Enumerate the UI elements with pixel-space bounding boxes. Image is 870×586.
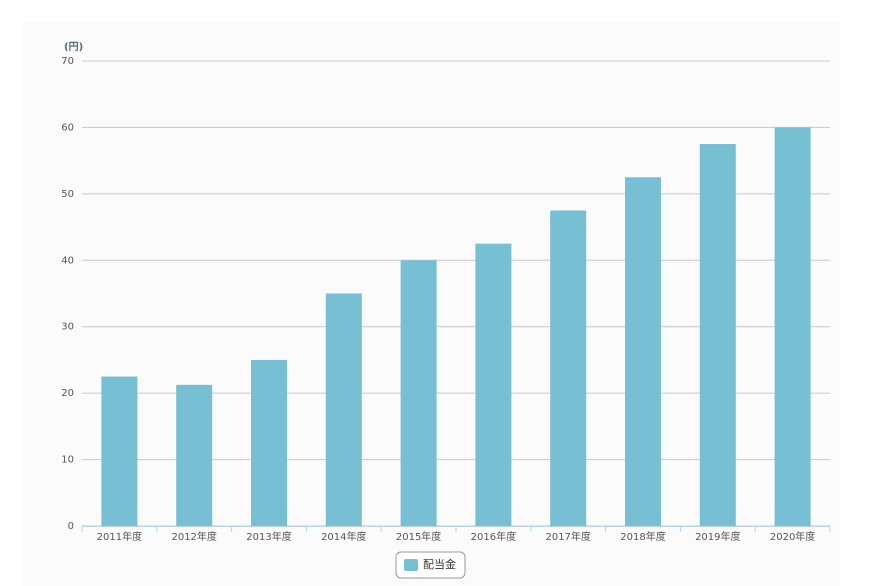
y-tick-label: 60 [61, 122, 74, 133]
x-tick-label: 2012年度 [171, 530, 216, 543]
x-tick-label: 2017年度 [545, 530, 590, 543]
y-tick-label: 0 [68, 521, 74, 532]
x-tick-label: 2016年度 [471, 530, 516, 543]
x-tick-label: 2015年度 [396, 530, 441, 543]
x-tick-label: 2020年度 [770, 530, 815, 543]
bar [176, 384, 213, 526]
y-tick-label: 20 [61, 388, 74, 399]
y-tick-label: 50 [61, 189, 74, 200]
bar [699, 144, 736, 527]
x-tick-label: 2019年度 [695, 530, 740, 543]
bar [774, 127, 811, 526]
bar [400, 260, 437, 526]
legend-label: 配当金 [423, 557, 456, 571]
x-tick-label: 2018年度 [620, 530, 665, 543]
y-tick-label: 30 [61, 322, 74, 333]
y-axis-label: (円) [64, 41, 83, 53]
bar [101, 376, 138, 526]
legend-box [395, 551, 466, 579]
bar [251, 359, 287, 526]
x-tick-label: 2011年度 [97, 530, 142, 543]
y-tick-label: 10 [61, 455, 74, 466]
y-tick-label: 40 [61, 255, 74, 266]
x-tick-label: 2014年度 [321, 530, 366, 543]
y-tick-label: 70 [61, 56, 74, 67]
x-tick-label: 2013年度 [246, 530, 291, 543]
bar [325, 293, 362, 526]
legend-swatch [404, 559, 418, 571]
bar [625, 177, 661, 526]
bar [475, 243, 512, 526]
bar [550, 210, 587, 526]
